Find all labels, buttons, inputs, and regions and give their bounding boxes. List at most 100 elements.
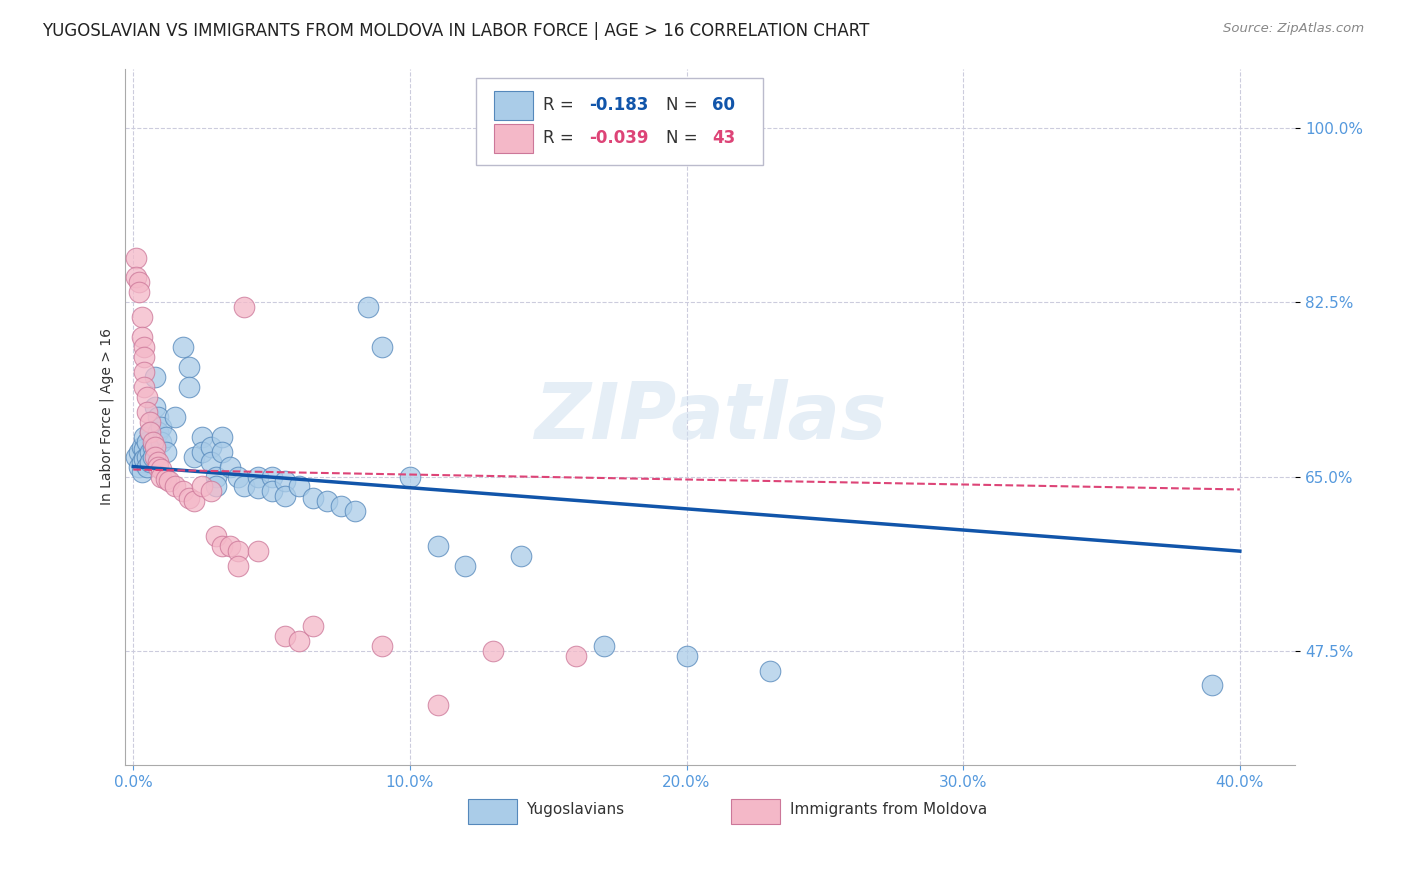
Point <box>357 301 380 315</box>
Text: R =: R = <box>543 129 579 147</box>
Point <box>146 409 169 424</box>
Point <box>149 461 172 475</box>
Point <box>163 479 186 493</box>
Point <box>211 430 233 444</box>
FancyBboxPatch shape <box>468 799 517 824</box>
Point <box>329 500 352 514</box>
Text: YUGOSLAVIAN VS IMMIGRANTS FROM MOLDOVA IN LABOR FORCE | AGE > 16 CORRELATION CHA: YUGOSLAVIAN VS IMMIGRANTS FROM MOLDOVA I… <box>42 22 869 40</box>
Point <box>183 494 205 508</box>
Text: 43: 43 <box>713 129 735 147</box>
Point <box>246 482 269 496</box>
Point <box>191 444 214 458</box>
Point <box>177 380 200 394</box>
Point <box>274 490 297 504</box>
Point <box>200 454 222 468</box>
Point <box>205 479 228 493</box>
Text: R =: R = <box>543 96 579 114</box>
Text: ZIPatlas: ZIPatlas <box>534 379 886 455</box>
Point <box>125 450 148 464</box>
FancyBboxPatch shape <box>477 78 762 165</box>
Point <box>191 479 214 493</box>
Point <box>146 454 169 468</box>
Point <box>136 459 159 474</box>
Point <box>228 544 250 558</box>
Point <box>758 664 780 678</box>
Point <box>183 450 205 464</box>
Point <box>125 251 148 265</box>
Point <box>145 450 167 464</box>
Point <box>177 359 200 374</box>
Point <box>172 340 194 354</box>
FancyBboxPatch shape <box>731 799 780 824</box>
Text: N =: N = <box>665 96 703 114</box>
Point <box>219 459 242 474</box>
Point <box>246 469 269 483</box>
Point <box>134 365 156 379</box>
Point <box>232 301 254 315</box>
Point <box>136 405 159 419</box>
Text: N =: N = <box>665 129 703 147</box>
Point <box>260 469 283 483</box>
FancyBboxPatch shape <box>494 91 533 120</box>
Point <box>142 434 165 449</box>
Point <box>454 559 477 574</box>
Point <box>246 544 269 558</box>
Point <box>163 409 186 424</box>
Point <box>200 484 222 499</box>
Point <box>232 479 254 493</box>
Point <box>131 330 153 344</box>
Point <box>200 440 222 454</box>
Point <box>128 444 150 458</box>
Point <box>131 310 153 325</box>
Point <box>128 276 150 290</box>
Point <box>145 400 167 414</box>
Point <box>1201 678 1223 692</box>
Point <box>371 340 394 354</box>
Point <box>675 648 697 663</box>
Point <box>482 643 505 657</box>
Point <box>131 465 153 479</box>
Point <box>219 539 242 553</box>
Point <box>155 471 177 485</box>
Point <box>509 549 531 563</box>
Point <box>125 270 148 285</box>
Point <box>205 469 228 483</box>
Point <box>149 419 172 434</box>
Point <box>592 639 614 653</box>
Point <box>172 484 194 499</box>
Point <box>145 370 167 384</box>
Point <box>155 444 177 458</box>
Point <box>136 390 159 404</box>
Point <box>288 479 311 493</box>
Point <box>139 454 162 468</box>
Point <box>128 459 150 474</box>
Point <box>134 442 156 456</box>
Point <box>260 484 283 499</box>
Point <box>302 491 325 506</box>
Point <box>191 430 214 444</box>
Point <box>134 430 156 444</box>
Text: -0.039: -0.039 <box>589 129 650 147</box>
Point <box>139 425 162 439</box>
Point <box>139 444 162 458</box>
Point <box>343 504 366 518</box>
Point <box>177 491 200 506</box>
Point <box>149 469 172 483</box>
Point <box>228 559 250 574</box>
Point <box>302 619 325 633</box>
Text: Source: ZipAtlas.com: Source: ZipAtlas.com <box>1223 22 1364 36</box>
Point <box>274 475 297 489</box>
Point <box>399 469 422 483</box>
Point <box>371 639 394 653</box>
Point <box>205 529 228 543</box>
Point <box>131 440 153 454</box>
Point <box>316 494 339 508</box>
Point <box>139 415 162 429</box>
Point <box>131 454 153 468</box>
Text: Immigrants from Moldova: Immigrants from Moldova <box>790 802 987 817</box>
Point <box>288 633 311 648</box>
Point <box>149 434 172 449</box>
Point <box>211 444 233 458</box>
Point <box>146 459 169 474</box>
Point <box>128 285 150 300</box>
